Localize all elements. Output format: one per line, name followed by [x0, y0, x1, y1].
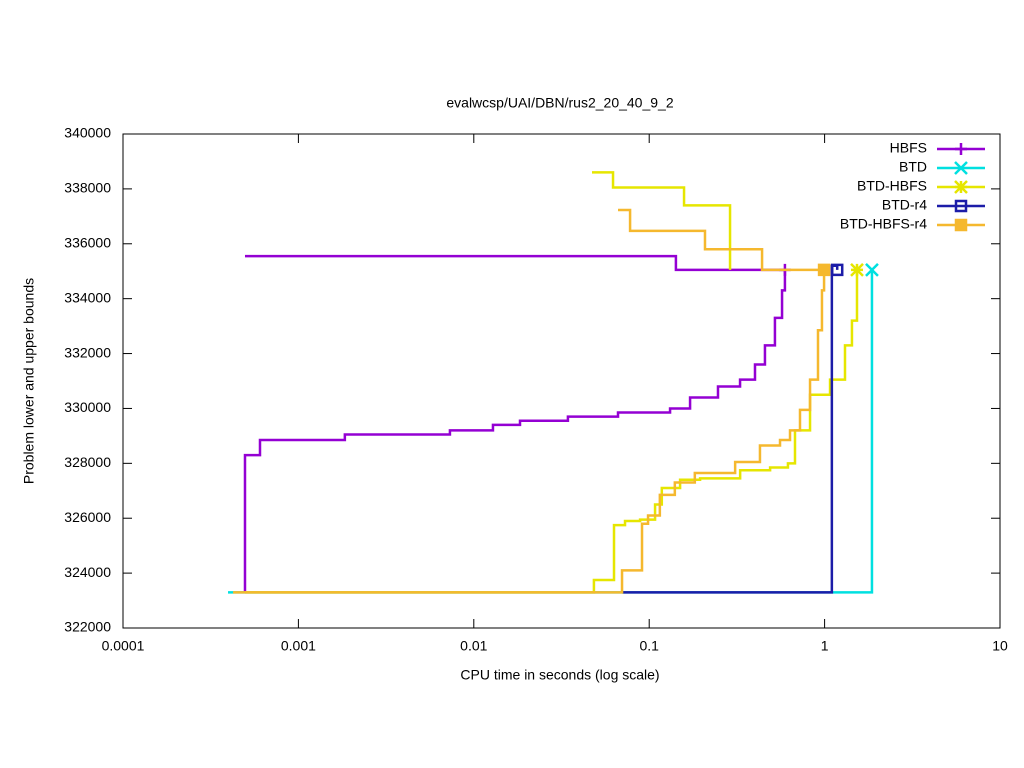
y-tick-label: 322000: [64, 619, 111, 635]
legend-label: BTD: [899, 159, 927, 175]
x-tick-label: 0.001: [281, 638, 316, 654]
y-tick-label: 332000: [64, 344, 111, 360]
y-tick-label: 334000: [64, 289, 111, 305]
x-axis-label: CPU time in seconds (log scale): [460, 667, 659, 683]
x-tick-label: 0.01: [460, 638, 487, 654]
marker: [830, 263, 844, 277]
series-line: [618, 208, 825, 272]
x-tick-label: 0.1: [639, 638, 659, 654]
series-line: [243, 269, 787, 593]
chart-title: evalwcsp/UAI/DBN/rus2_20_40_9_2: [446, 95, 673, 111]
series-line: [592, 171, 732, 270]
marker: [850, 262, 864, 277]
legend-label: BTD-HBFS-r4: [840, 216, 927, 232]
marker: [955, 143, 967, 155]
marker: [954, 218, 968, 232]
series-line: [233, 269, 826, 594]
marker: [865, 262, 879, 277]
y-tick-label: 324000: [64, 564, 111, 580]
marker: [954, 180, 968, 194]
marker: [817, 263, 831, 277]
x-tick-label: 0.0001: [102, 638, 145, 654]
marker: [954, 199, 968, 213]
series-line: [244, 254, 785, 272]
x-tick-label: 10: [992, 638, 1008, 654]
x-tick-label: 1: [821, 638, 829, 654]
plot-frame: [122, 133, 1001, 629]
y-tick-label: 340000: [64, 125, 111, 141]
legend-label: BTD-HBFS: [857, 178, 927, 194]
legend-label: HBFS: [890, 140, 927, 156]
marker: [954, 161, 968, 175]
y-tick-label: 328000: [64, 454, 111, 470]
y-tick-label: 326000: [64, 509, 111, 525]
series-line: [622, 264, 839, 594]
y-tick-label: 336000: [64, 234, 111, 250]
y-tick-label: 330000: [64, 399, 111, 415]
y-axis-label: Problem lower and upper bounds: [21, 278, 37, 484]
legend-label: BTD-r4: [882, 197, 927, 213]
y-tick-label: 338000: [64, 180, 111, 196]
series-line: [244, 269, 859, 594]
